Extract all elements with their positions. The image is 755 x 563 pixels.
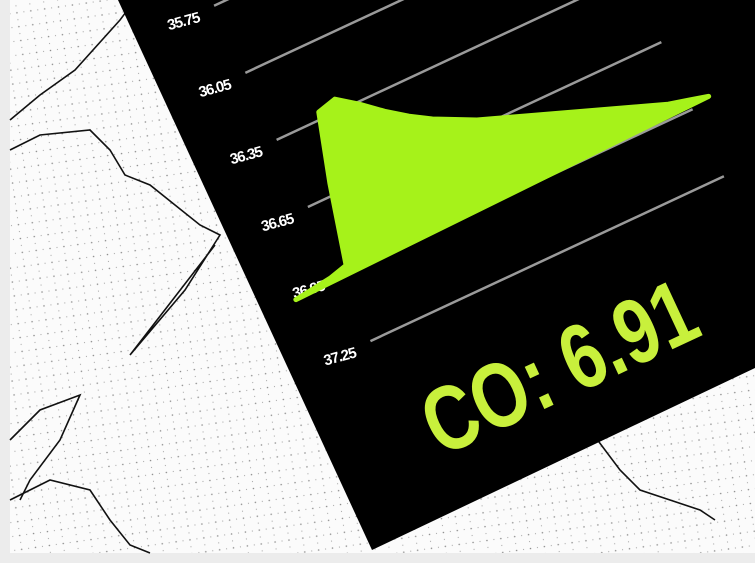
ecg-line [9,129,222,356]
ecg-line [589,429,716,521]
area [293,93,712,303]
ecg-line [9,479,151,554]
ecg-line [9,393,82,501]
grid-line [244,0,600,74]
grid-line [369,175,725,343]
